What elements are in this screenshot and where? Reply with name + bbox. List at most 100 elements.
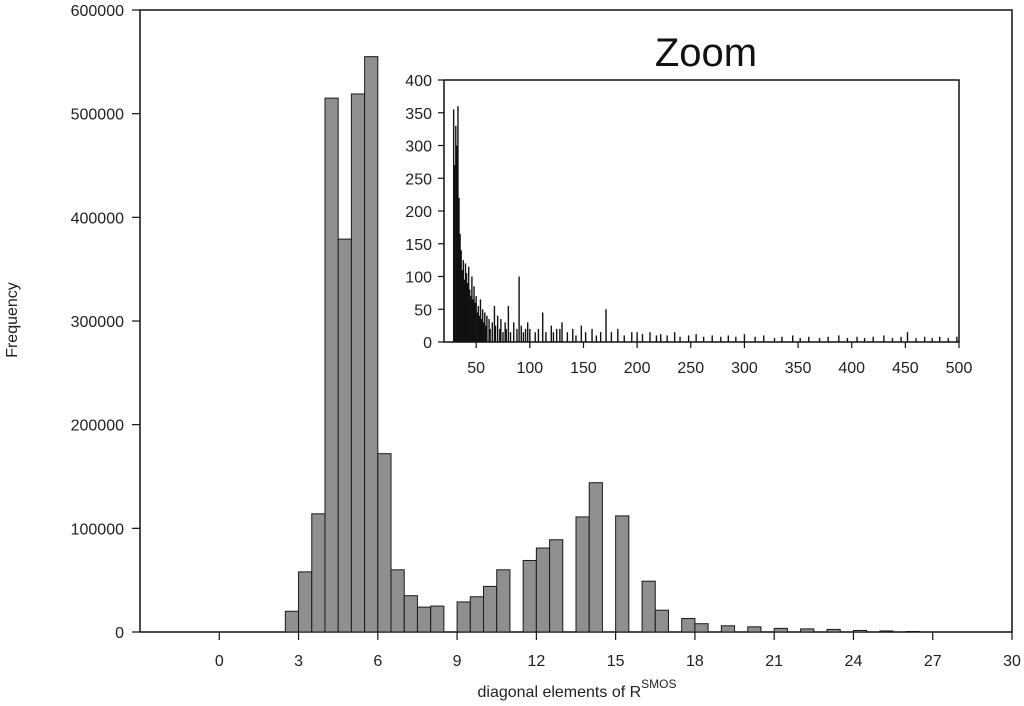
inset-bar	[502, 332, 504, 342]
inset-bar	[687, 335, 690, 342]
inset-bar	[475, 296, 477, 342]
inset-bar	[883, 335, 885, 342]
inset-bar	[537, 328, 540, 342]
inset-bar	[915, 338, 917, 342]
inset-bar	[891, 338, 894, 342]
inset-x-tick-label: 400	[838, 360, 865, 377]
inset-background	[444, 80, 959, 342]
inset-bar	[494, 325, 497, 343]
main-y-axis-title: Frequency	[4, 282, 21, 358]
main-bar	[615, 515, 630, 633]
main-bar	[654, 609, 669, 633]
main-bar	[694, 623, 709, 633]
inset-bar	[481, 309, 484, 342]
inset-bar	[846, 338, 849, 342]
main-bar	[681, 618, 696, 633]
main-bar	[390, 569, 405, 633]
inset-bar	[477, 305, 480, 342]
inset-bar	[735, 336, 737, 342]
main-bar	[456, 601, 471, 633]
main-bar	[588, 482, 603, 633]
inset-bar	[906, 332, 909, 342]
inset-bar	[472, 299, 474, 342]
inset-bar	[454, 165, 456, 342]
main-x-tick-label: 27	[924, 653, 942, 670]
inset-bar	[462, 260, 465, 343]
inset-bar	[792, 335, 794, 342]
inset-bar	[470, 296, 472, 342]
inset-bar	[459, 233, 461, 342]
main-bar	[496, 569, 511, 633]
main-bar	[284, 610, 300, 633]
inset-bar	[520, 325, 522, 343]
inset-bar	[931, 338, 933, 342]
inset-bar	[542, 312, 544, 342]
main-bar	[720, 625, 736, 633]
main-x-tick-label: 18	[686, 653, 704, 670]
main-bar	[350, 93, 366, 633]
main-x-tick-label: 21	[765, 653, 783, 670]
main-x-axis-title-superscript: SMOS	[641, 677, 676, 691]
inset-bar	[458, 197, 460, 342]
inset-bar	[526, 322, 529, 342]
main-y-tick-label: 100000	[71, 521, 124, 538]
inset-y-tick-label: 350	[405, 106, 432, 123]
inset-bar	[509, 332, 512, 342]
inset-bar	[491, 322, 493, 342]
inset-bar	[727, 335, 730, 342]
inset-bar	[478, 315, 481, 342]
inset-y-tick-label: 50	[414, 302, 432, 319]
main-bar	[364, 56, 379, 633]
inset-bar	[493, 305, 496, 342]
inset-bar	[518, 276, 520, 342]
inset-bar	[773, 338, 776, 342]
inset-bar	[552, 332, 555, 342]
main-bar	[575, 516, 590, 633]
inset-bar	[838, 335, 840, 342]
main-bar	[535, 547, 551, 633]
inset-bar	[474, 302, 476, 342]
inset-x-tick-label: 250	[677, 360, 704, 377]
inset-title: Zoom	[655, 31, 757, 75]
main-histogram: 0 3 6 9 12 15 18 21 24 27 30 0 100000 200000 300000 40…	[4, 3, 1021, 701]
inset-bar	[617, 328, 619, 342]
inset-x-tick-label: 300	[731, 360, 758, 377]
inset-bar	[489, 328, 491, 342]
main-bar	[311, 513, 326, 633]
inset-bar	[456, 145, 458, 342]
inset-bar	[469, 289, 471, 342]
inset-bar	[488, 319, 490, 342]
inset-bar	[485, 325, 487, 343]
inset-bar	[463, 279, 466, 342]
inset-x-tick-label: 50	[467, 360, 485, 377]
main-x-tick-label: 15	[607, 653, 625, 670]
inset-bar	[572, 328, 574, 342]
main-x-tick-label: 6	[373, 653, 382, 670]
inset-bar	[500, 319, 502, 342]
inset-bar	[595, 335, 598, 342]
inset-x-tick-label: 350	[785, 360, 812, 377]
inset-x-axis-ticks: 50 100 150 200 250 300 350 400 450 500	[467, 342, 972, 377]
inset-bar	[743, 334, 746, 342]
inset-y-tick-label: 250	[405, 171, 432, 188]
inset-bar	[673, 332, 676, 342]
main-y-tick-label: 300000	[71, 314, 124, 331]
inset-bar	[513, 322, 515, 342]
main-bar	[852, 629, 868, 633]
inset-bar	[641, 334, 644, 342]
inset-bar	[636, 332, 638, 342]
inset-bar	[655, 335, 658, 342]
inset-bar	[610, 332, 613, 342]
main-x-tick-label: 30	[1003, 653, 1021, 670]
inset-y-tick-label: 200	[405, 204, 432, 221]
main-bar	[641, 580, 656, 633]
main-x-tick-label: 12	[527, 653, 545, 670]
inset-x-tick-label: 100	[516, 360, 543, 377]
main-bar	[298, 571, 313, 633]
main-y-tick-label: 0	[115, 625, 124, 642]
inset-bar	[555, 328, 558, 342]
inset-bar	[580, 325, 583, 343]
inset-bar	[496, 315, 499, 342]
main-x-tick-label: 9	[453, 653, 462, 670]
main-x-axis-title-base: diagonal elements of R	[478, 684, 642, 701]
